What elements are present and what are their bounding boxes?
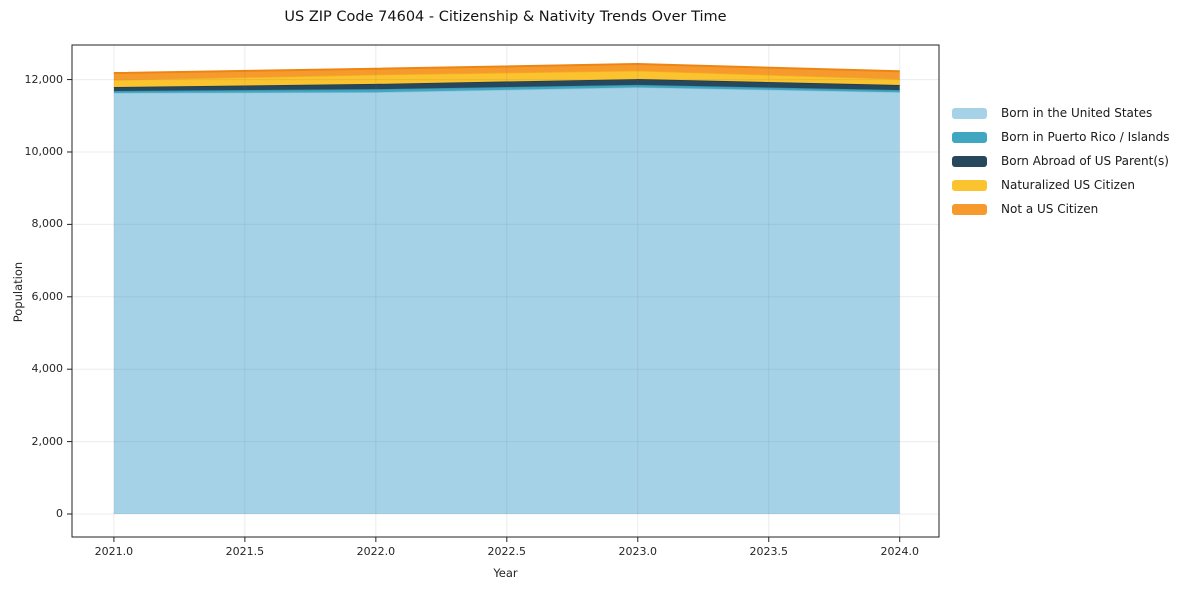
legend-swatch-icon [952,203,987,215]
legend-swatch-icon [952,131,987,143]
y-tick-label: 8,000 [31,217,64,231]
area-series-2 [113,79,900,91]
area-series-0 [113,87,900,515]
y-tick-label: 12,000 [24,72,64,86]
legend-label: Born in the United States [1001,106,1153,120]
y-tick-label: 6,000 [31,289,64,303]
legend-label: Born in Puerto Rico / Islands [1001,130,1170,144]
legend-label: Born Abroad of US Parent(s) [1001,154,1169,168]
x-tick-label: 2021.5 [225,545,265,558]
legend-swatch-icon [952,107,987,119]
area-series-1 [113,84,900,93]
y-tick-label: 10,000 [24,144,64,158]
x-tick-label: 2023.0 [618,545,658,558]
legend-item-4: Not a US Citizen [952,197,1170,221]
legend-swatch-icon [952,155,987,167]
legend: Born in the United States Born in Puerto … [952,101,1170,221]
plot-border [71,44,940,538]
legend-item-1: Born in Puerto Rico / Islands [952,125,1170,149]
legend-label: Not a US Citizen [1001,202,1099,216]
chart-title: US ZIP Code 74604 - Citizenship & Nativi… [284,9,727,25]
y-tick-label: 4,000 [31,362,64,376]
legend-label: Naturalized US Citizen [1001,178,1135,192]
legend-swatch-icon [952,179,987,191]
area-series-line-4 [113,63,900,75]
x-tick-label: 2023.5 [749,545,788,558]
x-tick-label: 2022.0 [356,545,396,558]
area-series-4 [113,64,900,80]
y-tick-label: 2,000 [31,434,64,448]
area-series-3 [113,70,900,87]
y-tick-label: 0 [56,507,63,520]
legend-item-0: Born in the United States [952,101,1170,125]
x-tick-label: 2024.0 [880,545,919,558]
x-tick-label: 2022.5 [487,545,527,558]
legend-item-2: Born Abroad of US Parent(s) [952,149,1170,173]
x-axis-label: Year [493,566,518,580]
x-tick-label: 2021.0 [94,545,134,558]
legend-item-3: Naturalized US Citizen [952,173,1170,197]
